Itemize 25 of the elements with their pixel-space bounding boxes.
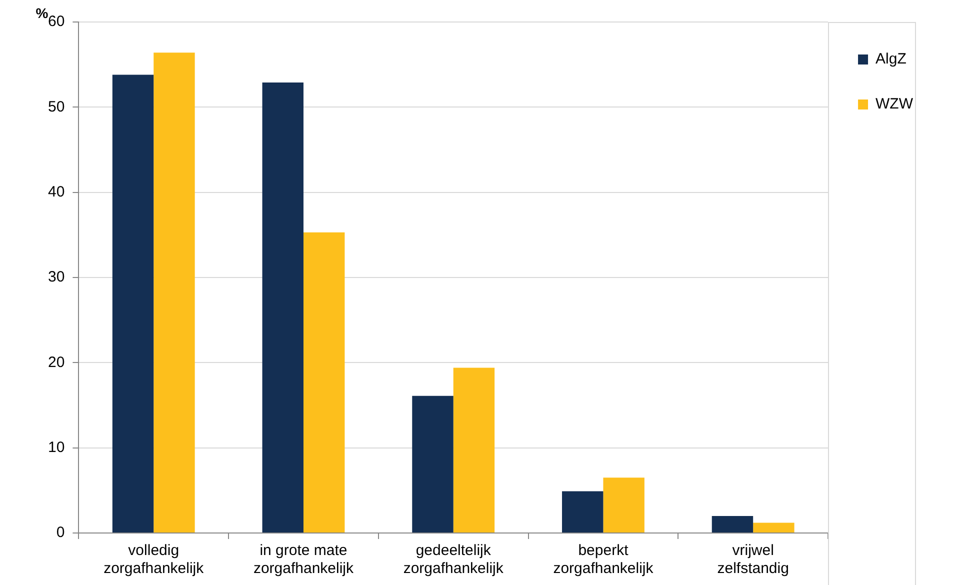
bar [603,478,644,532]
y-tick-label: 60 [48,13,65,30]
legend-label: WZW [876,96,914,113]
x-tick-label: gedeeltelijk zorgafhankelijk [403,542,504,578]
bar [112,74,154,532]
bar [753,522,794,532]
y-tick-label: 10 [48,438,65,456]
legend-label: AlgZ [876,50,906,68]
bar [712,516,754,532]
bar [154,52,195,532]
bar [453,368,495,532]
x-tick-label: beperkt zorgafhankelijk [553,542,654,578]
bar [303,232,345,532]
y-axis-title: % [36,4,49,21]
y-tick-label: 30 [48,268,65,286]
bar [562,491,604,532]
x-tick-label: in grote mate zorgafhankelijk [253,542,354,578]
x-tick-label: vrijwel zelfstandig [717,542,789,578]
y-tick-label: 40 [48,183,65,200]
y-tick-label: 0 [56,524,65,542]
y-tick-label: 50 [48,98,65,116]
bar [412,396,454,532]
bar [262,82,304,532]
x-tick-label: volledig zorgafhankelijk [104,542,204,578]
y-tick-label: 20 [48,354,65,371]
